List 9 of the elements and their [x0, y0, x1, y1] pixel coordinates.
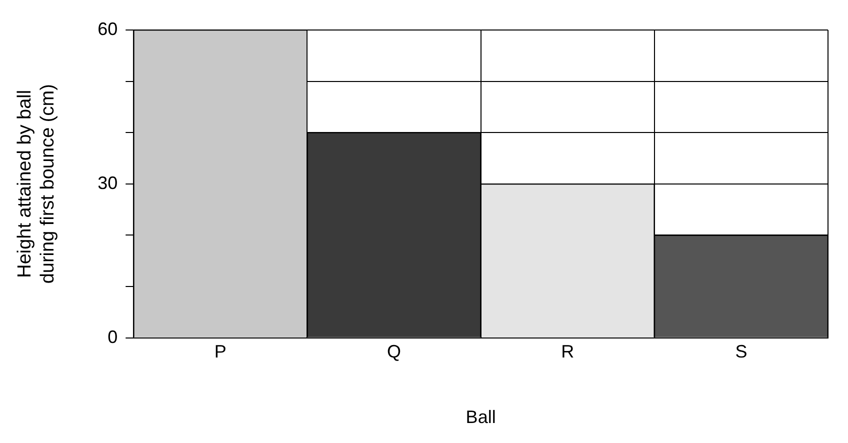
- x-tick-label: R: [561, 342, 574, 362]
- y-tick-label: 0: [108, 326, 118, 347]
- x-axis-title: Ball: [466, 407, 496, 428]
- y-axis-title: Height attained by ball during first bounce (cm): [14, 84, 58, 284]
- y-tick-label: 60: [98, 18, 118, 39]
- x-tick-label: Q: [387, 342, 402, 362]
- x-tick-label: P: [214, 342, 226, 362]
- y-tick-label: 30: [98, 172, 118, 193]
- x-tick-label: S: [735, 342, 748, 362]
